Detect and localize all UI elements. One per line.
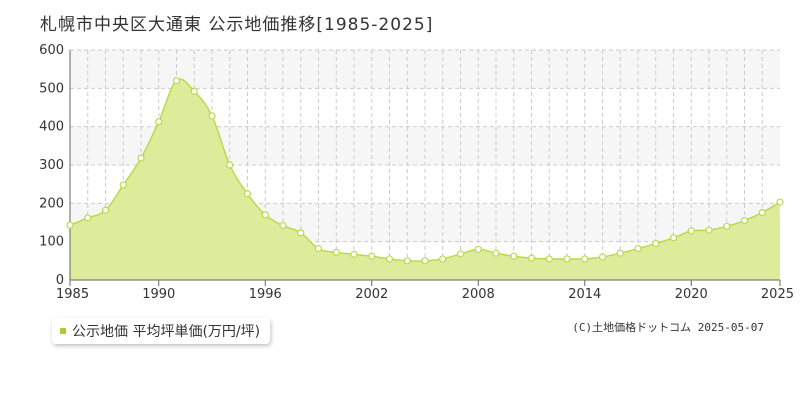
x-tick-label: 2008 [462,287,495,302]
data-point [66,221,74,229]
data-point [598,253,607,261]
x-tick-label: 1990 [142,287,175,302]
data-point [527,254,536,262]
data-point [456,250,465,258]
data-point [137,154,145,162]
data-point [510,252,518,260]
data-point [314,244,323,253]
data-point [723,222,731,230]
data-point [474,245,482,253]
data-point [261,211,269,219]
y-tick-label: 0 [56,273,64,288]
x-tick-label: 2020 [675,287,708,302]
y-tick-label: 500 [39,81,64,96]
data-point [687,227,695,235]
data-point [119,181,127,189]
series-area [70,79,780,280]
credit-text: (C)土地価格ドットコム 2025-05-07 [572,321,764,334]
x-tick-label: 2014 [568,287,601,302]
legend-swatch [60,328,66,334]
data-point [581,255,589,263]
data-point [705,226,713,234]
data-point [279,221,287,230]
data-point [350,250,358,258]
data-point [332,248,340,256]
data-point [190,87,198,96]
data-point [385,255,394,263]
data-point [492,249,500,257]
data-point [172,77,181,85]
data-point [297,229,305,237]
data-point [439,255,447,263]
data-point [226,161,234,169]
data-point [208,112,216,120]
data-point [421,257,429,265]
chart-title: 札幌市中央区大通東 公示地価推移[1985-2025] [40,15,434,35]
data-point [155,118,163,126]
data-point [652,239,660,248]
x-tick-label: 1985 [56,287,89,302]
legend: 公示地価 平均坪単価(万円/坪) [52,318,271,344]
y-tick-label: 100 [39,235,64,250]
legend-label: 公示地価 平均坪単価(万円/坪) [72,324,261,340]
data-point [403,257,411,265]
data-point [545,255,553,263]
x-tick-label: 2025 [761,287,794,302]
data-point [776,198,784,206]
data-point [101,206,110,214]
y-tick-label: 300 [39,158,64,173]
y-tick-label: 200 [39,196,64,211]
x-tick-label: 1996 [249,287,282,302]
data-point [563,255,571,263]
data-point [758,208,766,217]
data-point [368,252,376,260]
data-point [669,234,678,242]
data-point [243,190,252,198]
data-point [740,216,749,225]
data-point [634,244,642,253]
y-tick-label: 600 [39,43,64,58]
x-tick-label: 2002 [355,287,388,302]
y-tick-label: 400 [39,120,64,135]
data-point [84,214,92,222]
data-point [616,249,624,257]
